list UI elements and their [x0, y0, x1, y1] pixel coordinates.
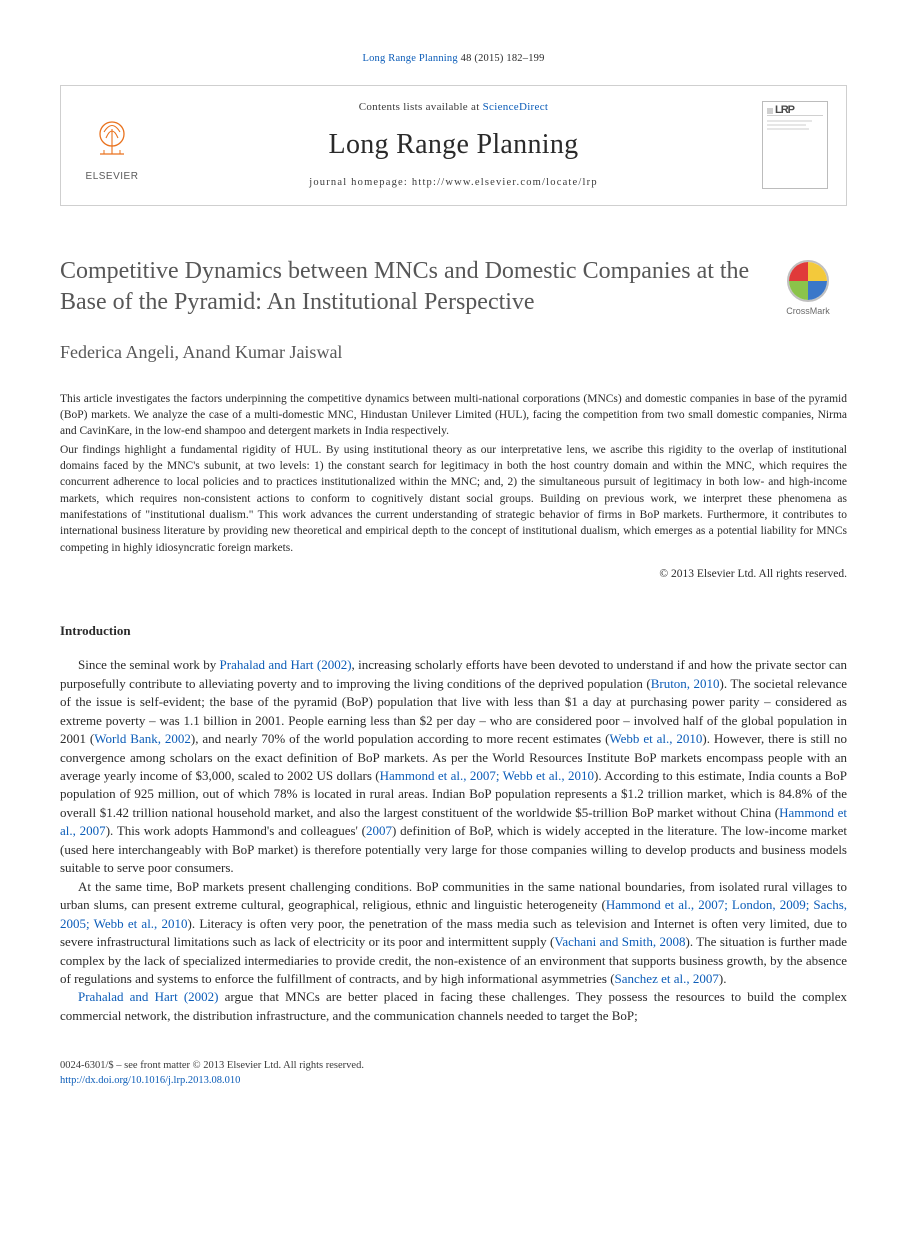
- doi-link[interactable]: http://dx.doi.org/10.1016/j.lrp.2013.08.…: [60, 1075, 240, 1086]
- banner-center: Contents lists available at ScienceDirec…: [163, 100, 744, 191]
- authors-line: Federica Angeli, Anand Kumar Jaiswal: [60, 340, 847, 365]
- page-footer: 0024-6301/$ – see front matter © 2013 El…: [60, 1059, 847, 1088]
- issn-copyright-line: 0024-6301/$ – see front matter © 2013 El…: [60, 1059, 847, 1074]
- elsevier-logo: ELSEVIER: [79, 106, 145, 184]
- running-head-suffix: 48 (2015) 182–199: [458, 53, 545, 64]
- elsevier-wordmark: ELSEVIER: [86, 170, 139, 184]
- sciencedirect-link[interactable]: ScienceDirect: [483, 101, 549, 113]
- article-header-row: Competitive Dynamics between MNCs and Do…: [60, 256, 847, 318]
- elsevier-tree-icon: [86, 114, 138, 166]
- journal-banner: ELSEVIER Contents lists available at Sci…: [60, 85, 847, 206]
- abstract-copyright: © 2013 Elsevier Ltd. All rights reserved…: [60, 566, 847, 582]
- running-head-journal-link[interactable]: Long Range Planning: [362, 53, 457, 64]
- citation-link[interactable]: Vachani and Smith, 2008: [554, 934, 685, 949]
- intro-paragraph-2: At the same time, BoP markets present ch…: [60, 878, 847, 989]
- citation-link[interactable]: Prahalad and Hart (2002): [78, 989, 219, 1004]
- citation-link[interactable]: 2007: [366, 823, 392, 838]
- crossmark-badge[interactable]: CrossMark: [769, 260, 847, 318]
- crossmark-label: CrossMark: [786, 305, 830, 318]
- citation-link[interactable]: Webb et al., 2010: [609, 731, 702, 746]
- article-title: Competitive Dynamics between MNCs and Do…: [60, 256, 755, 317]
- contents-prefix: Contents lists available at: [359, 101, 483, 113]
- crossmark-icon: [787, 260, 829, 302]
- abstract-block: This article investigates the factors un…: [60, 391, 847, 556]
- contents-available-line: Contents lists available at ScienceDirec…: [163, 100, 744, 115]
- abstract-paragraph-2: Our findings highlight a fundamental rig…: [60, 442, 847, 556]
- section-heading-introduction: Introduction: [60, 622, 847, 640]
- journal-homepage-line: journal homepage: http://www.elsevier.co…: [163, 176, 744, 191]
- running-head-citation: Long Range Planning 48 (2015) 182–199: [60, 52, 847, 67]
- citation-link[interactable]: Bruton, 2010: [651, 676, 720, 691]
- journal-cover-thumbnail: LRP: [762, 101, 828, 189]
- homepage-prefix: journal homepage:: [309, 177, 412, 188]
- intro-paragraph-3: Prahalad and Hart (2002) argue that MNCs…: [60, 988, 847, 1025]
- homepage-url: http://www.elsevier.com/locate/lrp: [412, 177, 598, 188]
- citation-link[interactable]: Prahalad and Hart (2002): [220, 657, 352, 672]
- citation-link[interactable]: Sanchez et al., 2007: [615, 971, 719, 986]
- abstract-paragraph-1: This article investigates the factors un…: [60, 391, 847, 440]
- intro-paragraph-1: Since the seminal work by Prahalad and H…: [60, 656, 847, 877]
- journal-name: Long Range Planning: [163, 125, 744, 164]
- citation-link[interactable]: World Bank, 2002: [94, 731, 191, 746]
- citation-link[interactable]: Hammond et al., 2007; Webb et al., 2010: [380, 768, 594, 783]
- body-text: Since the seminal work by Prahalad and H…: [60, 656, 847, 1025]
